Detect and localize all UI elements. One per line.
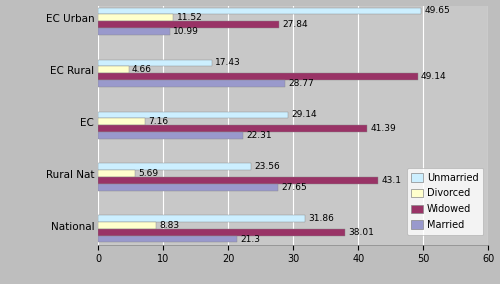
Text: 4.66: 4.66 xyxy=(132,65,152,74)
Bar xyxy=(98,60,212,66)
Text: 49.14: 49.14 xyxy=(421,72,446,81)
Text: 29.14: 29.14 xyxy=(291,110,316,119)
Text: 8.83: 8.83 xyxy=(159,221,179,230)
Text: 17.43: 17.43 xyxy=(215,59,240,67)
Text: 27.65: 27.65 xyxy=(282,183,307,192)
Text: 11.52: 11.52 xyxy=(176,13,202,22)
Text: 49.65: 49.65 xyxy=(424,7,450,15)
Text: 41.39: 41.39 xyxy=(370,124,396,133)
Text: 5.69: 5.69 xyxy=(138,169,158,178)
Bar xyxy=(98,170,136,177)
Bar xyxy=(98,177,378,184)
Text: 21.3: 21.3 xyxy=(240,235,260,244)
Bar xyxy=(98,164,252,170)
Bar xyxy=(98,222,156,229)
Legend: Unmarried, Divorced, Widowed, Married: Unmarried, Divorced, Widowed, Married xyxy=(406,168,484,235)
Text: 7.16: 7.16 xyxy=(148,117,169,126)
Bar xyxy=(98,132,244,139)
Bar xyxy=(98,80,286,87)
Bar xyxy=(98,66,128,73)
Text: 23.56: 23.56 xyxy=(254,162,280,171)
Text: 38.01: 38.01 xyxy=(348,228,374,237)
Bar xyxy=(98,125,368,132)
Text: 28.77: 28.77 xyxy=(288,79,314,88)
Bar xyxy=(98,112,288,118)
Bar xyxy=(98,118,145,125)
Bar xyxy=(98,73,417,80)
Bar xyxy=(98,236,237,243)
Text: 22.31: 22.31 xyxy=(246,131,272,140)
Bar xyxy=(98,8,421,14)
Bar xyxy=(98,14,173,21)
Text: 27.84: 27.84 xyxy=(282,20,308,29)
Bar xyxy=(98,28,170,35)
Text: 43.1: 43.1 xyxy=(382,176,402,185)
Bar xyxy=(98,229,346,236)
Bar xyxy=(98,184,278,191)
Bar xyxy=(98,216,306,222)
Text: 10.99: 10.99 xyxy=(173,27,199,36)
Bar xyxy=(98,21,280,28)
Text: 31.86: 31.86 xyxy=(308,214,334,223)
